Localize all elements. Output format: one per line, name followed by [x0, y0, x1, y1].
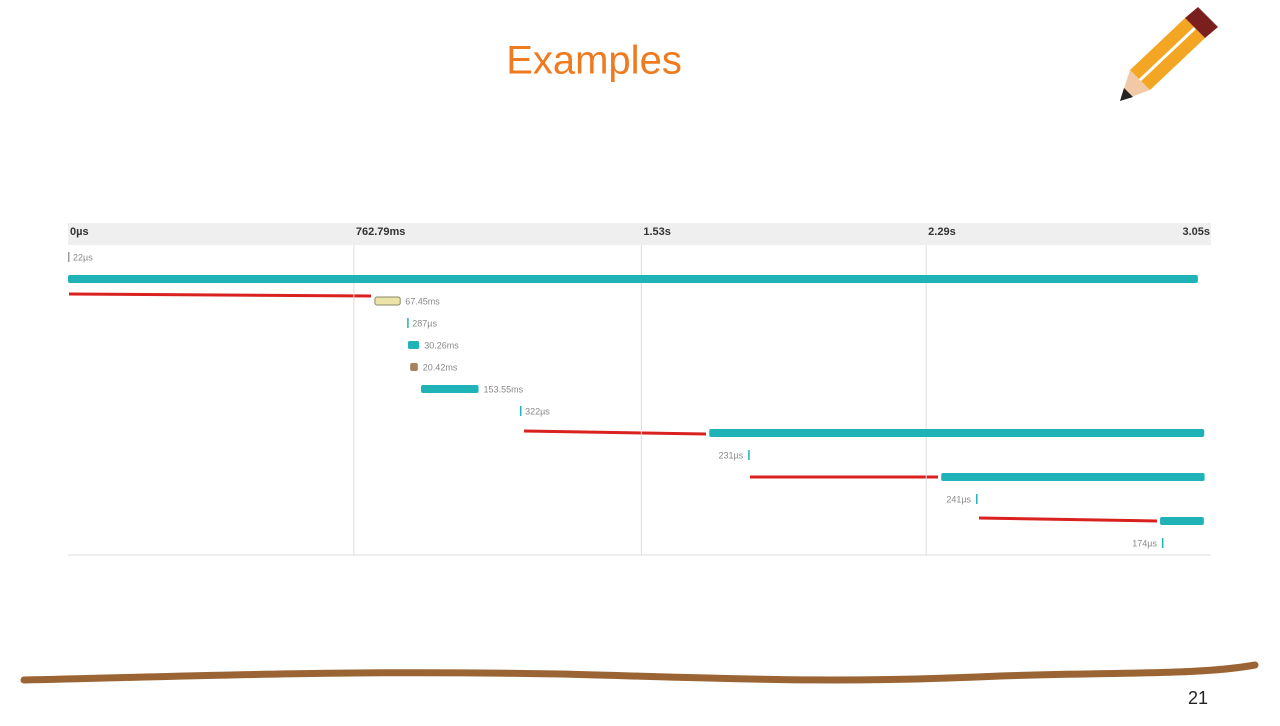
slide-title: Examples — [506, 39, 682, 83]
span-label: 22µs — [73, 252, 93, 262]
annotations — [68, 292, 1158, 523]
span-bar — [68, 252, 70, 262]
span-bar — [407, 318, 409, 328]
pencil-icon — [1120, 7, 1218, 101]
span-label: 322µs — [525, 406, 550, 416]
x-tick-label: 0µs — [70, 226, 89, 238]
span-bar — [410, 363, 418, 371]
span-label: 20.42ms — [423, 362, 458, 372]
span-bar — [941, 473, 1205, 481]
span-bar — [976, 494, 978, 504]
span-bar — [519, 406, 522, 416]
span-label: 174µs — [1132, 538, 1157, 548]
span-bar — [421, 385, 479, 393]
header-band — [68, 223, 1211, 245]
span-bar — [748, 450, 750, 460]
decorative-line — [20, 661, 1259, 684]
span-bar — [1160, 517, 1204, 525]
span-label: 153.55ms — [484, 384, 524, 394]
x-tick-label: 2.29s — [928, 226, 956, 238]
x-tick-label: 1.53s — [643, 226, 671, 238]
span-bar — [68, 275, 1198, 283]
span-label: 287µs — [412, 318, 437, 328]
span-bar — [407, 341, 420, 349]
span-bar — [1161, 538, 1164, 548]
span-label: 241µs — [946, 494, 971, 504]
span-bar — [374, 296, 401, 306]
span-label: 30.26ms — [424, 340, 459, 350]
span-bar — [709, 429, 1205, 437]
span-label: 231µs — [718, 450, 743, 460]
span-label: 67.45ms — [405, 296, 440, 306]
x-tick-label: 762.79ms — [356, 226, 406, 238]
page-number: 21 — [1188, 688, 1208, 708]
x-tick-label: 3.05s — [1182, 226, 1210, 238]
